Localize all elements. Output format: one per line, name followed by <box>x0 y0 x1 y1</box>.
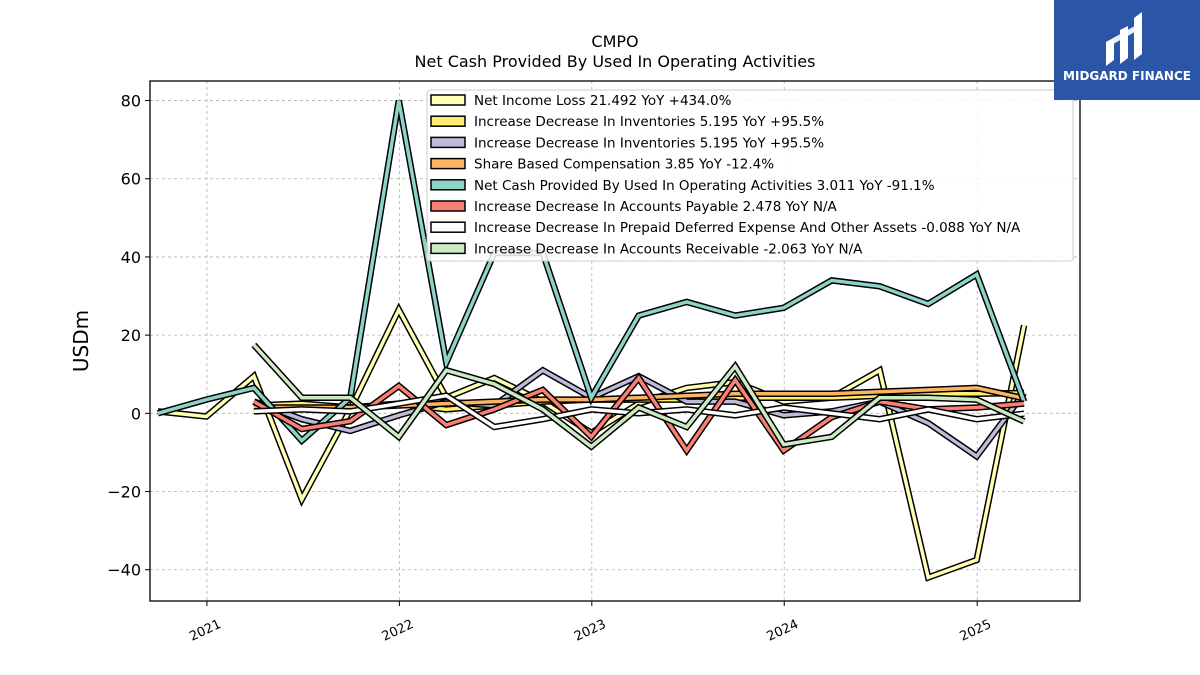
legend-swatch <box>430 115 466 127</box>
x-tick-label: 2024 <box>765 617 801 645</box>
legend-swatch <box>430 200 466 212</box>
series-line-fill <box>253 393 1025 429</box>
legend: Net Income Loss 21.492 YoY +434.0% Increa… <box>426 89 1074 262</box>
y-axis-label: USDm <box>69 310 93 372</box>
y-tick-label: 40 <box>121 248 141 267</box>
series-line-fill <box>252 343 1025 449</box>
x-tick-label: 2023 <box>572 617 608 645</box>
legend-entry: Increase Decrease In Prepaid Deferred Ex… <box>474 220 1021 236</box>
y-tick-label: 0 <box>131 404 141 423</box>
series-line <box>252 372 1025 457</box>
legend-entry: Net Cash Provided By Used In Operating A… <box>474 178 935 194</box>
series-line-fill <box>157 100 1026 444</box>
series-line <box>253 392 1025 431</box>
y-axis-ticks: −40 −20 0 20 40 60 80 <box>107 92 150 580</box>
legend-swatch <box>430 221 466 233</box>
legend-entry: Increase Decrease In Accounts Receivable… <box>474 241 863 257</box>
x-axis-ticks: 2021 2022 2023 2024 2025 <box>187 601 994 645</box>
legend-swatch <box>430 179 466 191</box>
y-tick-label: 80 <box>121 92 141 111</box>
brand-mark-icon <box>1106 12 1142 66</box>
legend-box <box>426 89 1074 262</box>
legend-entry: Share Based Compensation 3.85 YoY -12.4% <box>474 157 774 173</box>
legend-entry: Increase Decrease In Inventories 5.195 Y… <box>474 135 824 151</box>
x-tick-label: 2022 <box>380 617 416 645</box>
series-line-fill <box>253 375 1025 454</box>
legend-entry: Increase Decrease In Accounts Payable 2.… <box>474 199 837 215</box>
plot-frame <box>149 80 1081 602</box>
y-tick-label: 20 <box>121 326 141 345</box>
legend-entry: Net Income Loss 21.492 YoY +434.0% <box>474 93 732 109</box>
legend-swatch <box>430 94 466 106</box>
y-tick-label: −40 <box>107 561 141 580</box>
chart-subtitle: Net Cash Provided By Used In Operating A… <box>415 52 816 71</box>
brand-name: MIDGARD FINANCE <box>1063 69 1191 83</box>
y-tick-label: −20 <box>107 483 141 502</box>
chart-title: CMPO <box>591 32 638 51</box>
y-tick-label: 60 <box>121 170 141 189</box>
series-line <box>157 99 1028 446</box>
series-line <box>251 342 1026 451</box>
legend-swatch <box>430 157 466 170</box>
brand-logo: MIDGARD FINANCE <box>1054 0 1200 100</box>
x-tick-label: 2025 <box>958 617 994 645</box>
legend-swatch <box>430 242 466 255</box>
legend-entry: Increase Decrease In Inventories 5.195 Y… <box>474 114 824 130</box>
series-layer <box>157 99 1028 582</box>
x-tick-label: 2021 <box>187 617 223 645</box>
legend-swatch <box>430 136 466 149</box>
